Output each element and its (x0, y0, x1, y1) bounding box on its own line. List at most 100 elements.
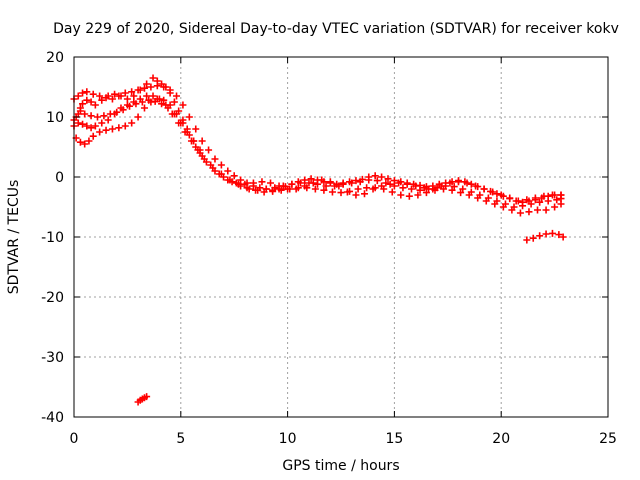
data-point-track-c (224, 176, 232, 184)
data-point-track-d (384, 175, 392, 183)
data-point-track-e (183, 128, 191, 136)
data-point-track-d (243, 179, 251, 187)
data-point-track-c (267, 179, 275, 187)
data-point-track-d (211, 155, 219, 163)
data-point-track-b (104, 116, 112, 124)
data-point-late-tail (559, 233, 567, 241)
data-point-track-b (491, 200, 499, 208)
data-point-track-c (292, 185, 300, 193)
data-point-track-d (179, 101, 187, 109)
data-point-track-b (414, 191, 422, 199)
data-point-track-b (499, 203, 507, 211)
data-point-track-d (435, 180, 443, 188)
data-point-track-c (85, 137, 93, 145)
data-point-track-c (360, 190, 368, 198)
grid (74, 57, 608, 417)
data-point-late-tail (529, 234, 537, 242)
data-point-track-d (224, 167, 232, 175)
data-point-track-d (365, 173, 373, 181)
data-point-track-c (258, 178, 266, 186)
data-point-track-b (363, 184, 371, 192)
y-tick-label: 10 (46, 110, 64, 126)
y-tick-label: 20 (46, 50, 64, 66)
data-point-track-b (397, 191, 405, 199)
data-point-track-d (474, 183, 482, 191)
data-point-track-d (551, 191, 559, 199)
data-point-track-b (525, 208, 533, 216)
data-point-track-d (237, 176, 245, 184)
data-point-track-c (102, 126, 110, 134)
data-point-track-d (256, 184, 264, 192)
data-point-track-b (87, 124, 95, 132)
y-tick-label: -10 (41, 230, 64, 246)
data-point-track-a (553, 196, 561, 204)
data-point-track-e (151, 97, 159, 105)
data-point-track-b (474, 194, 482, 202)
data-point-track-e (87, 112, 95, 120)
data-point-track-b (91, 122, 99, 130)
data-point-track-c (115, 124, 123, 132)
data-point-late-tail (536, 232, 544, 240)
data-point-track-c (76, 138, 84, 146)
data-point-track-d (467, 180, 475, 188)
data-point-track-a (170, 98, 178, 106)
data-point-track-a (123, 95, 131, 103)
data-point-late-tail (542, 230, 550, 238)
data-point-track-d (153, 82, 161, 90)
data-point-track-c (108, 125, 116, 133)
data-point-late-tail (555, 231, 563, 239)
data-point-track-e (177, 119, 185, 127)
data-point-track-d (83, 88, 91, 96)
data-point-track-d (346, 178, 354, 186)
data-point-track-d (262, 185, 270, 193)
data-point-track-a (382, 179, 390, 187)
data-point-track-b (337, 189, 345, 197)
data-point-track-e (196, 146, 204, 154)
data-point-track-c (128, 119, 136, 127)
data-point-track-d (294, 178, 302, 186)
data-point-track-d (301, 176, 309, 184)
data-point-track-d (442, 179, 450, 187)
data-point-track-b (516, 209, 524, 217)
data-point-track-b (74, 119, 82, 127)
data-point-track-c (96, 128, 104, 136)
data-point-track-d (512, 197, 520, 205)
data-point-track-d (371, 172, 379, 180)
data-point-track-e (126, 102, 134, 110)
data-point-track-d (410, 180, 418, 188)
data-point-track-c (215, 170, 223, 178)
data-point-track-a (87, 98, 95, 106)
x-tick-label: 10 (279, 431, 297, 447)
x-tick-label: 5 (176, 431, 185, 447)
data-points (70, 74, 567, 244)
data-point-track-d (506, 195, 514, 203)
axis-ticks (73, 56, 609, 418)
data-point-track-c (207, 161, 215, 169)
x-tick-label: 0 (70, 431, 79, 447)
data-point-track-d (89, 90, 97, 98)
data-point-track-d (397, 178, 405, 186)
data-point-track-a (536, 198, 544, 206)
data-point-track-d (198, 137, 206, 145)
data-point-track-a (143, 80, 151, 88)
data-point-track-d (288, 180, 296, 188)
data-point-track-c (301, 182, 309, 190)
data-point-track-a (83, 96, 91, 104)
y-tick-labels: -40 -30 -20 -10 0 10 20 (41, 50, 64, 426)
data-point-track-b (457, 189, 465, 197)
y-tick-label: -40 (41, 410, 64, 426)
data-point-track-c (160, 96, 168, 104)
data-point-track-d (525, 197, 533, 205)
data-point-track-d (358, 175, 366, 183)
data-point-track-e (190, 137, 198, 145)
data-point-track-b (83, 122, 91, 130)
data-point-track-e (132, 100, 140, 108)
data-point-track-d (461, 178, 469, 186)
data-point-track-d (275, 185, 283, 193)
data-point-track-d (128, 88, 136, 96)
data-point-track-d (454, 177, 462, 185)
data-point-track-a (373, 177, 381, 185)
data-point-track-c (232, 179, 240, 187)
data-point-track-b (354, 185, 362, 193)
data-point-track-b (143, 92, 151, 100)
